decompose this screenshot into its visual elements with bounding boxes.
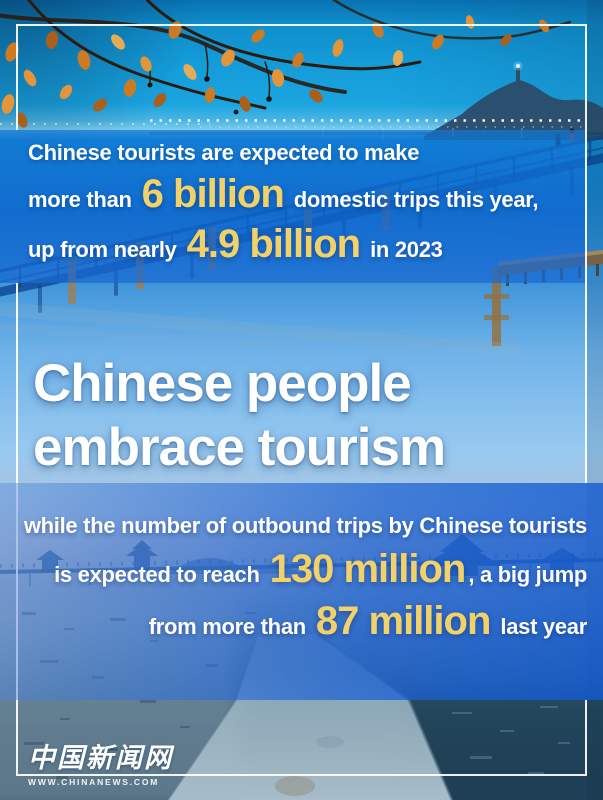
domestic-trips-value: 6 billion xyxy=(141,172,285,216)
outbound-line2-post: , a big jump xyxy=(468,562,587,587)
domestic-line1-text: Chinese tourists are expected to make xyxy=(28,140,420,165)
chinanews-logotype: 中国新闻网 xyxy=(28,743,173,774)
domestic-line3-pre: up from nearly xyxy=(28,237,177,262)
hill-silhouette xyxy=(150,61,603,140)
domestic-trips-line1: Chinese tourists are expected to make xyxy=(28,140,577,166)
outbound-line3-post: last year xyxy=(500,614,587,639)
headline-line2: embrace tourism xyxy=(33,417,446,477)
outbound-line3-pre: from more than xyxy=(148,614,306,639)
outbound-trips-line1: while the number of outbound trips by Ch… xyxy=(24,513,587,539)
domestic-trips-line2: more than 6 billion domestic trips this … xyxy=(28,172,577,216)
frame-border-right-lower xyxy=(585,700,587,774)
outbound-trips-line3: from more than 87 million last year xyxy=(148,599,588,643)
outbound-line1-text: while the number of outbound trips by Ch… xyxy=(23,513,587,538)
domestic-line3-post: in 2023 xyxy=(370,237,443,262)
domestic-trips-line3: up from nearly 4.9 billion in 2023 xyxy=(28,222,577,266)
chinanews-website: WWW.CHINANEWS.COM xyxy=(28,777,160,787)
outbound-line2-pre: is expected to reach xyxy=(54,562,260,587)
poster-headline: Chinese people embrace tourism xyxy=(33,352,446,480)
frame-border-bottom xyxy=(16,774,587,776)
outbound-trips-panel: while the number of outbound trips by Ch… xyxy=(0,483,603,700)
frame-border-right xyxy=(585,24,587,483)
domestic-line2-post: domestic trips this year, xyxy=(293,187,539,212)
domestic-trips-panel: Chinese tourists are expected to make mo… xyxy=(0,130,585,283)
domestic-line2-pre: more than xyxy=(28,187,132,212)
frame-border-left xyxy=(16,24,18,130)
domestic-trips-previous-value: 4.9 billion xyxy=(186,222,361,266)
publisher-logo: 中国新闻网 WWW.CHINANEWS.COM xyxy=(28,743,173,788)
outbound-trips-value: 130 million xyxy=(269,547,467,591)
outbound-trips-previous-value: 87 million xyxy=(315,599,491,643)
outbound-trips-line2: is expected to reach 130 million , a big… xyxy=(54,547,587,591)
autumn-leaves xyxy=(1,15,549,128)
headline-line1: Chinese people xyxy=(33,353,412,413)
frame-border-top xyxy=(16,24,587,26)
